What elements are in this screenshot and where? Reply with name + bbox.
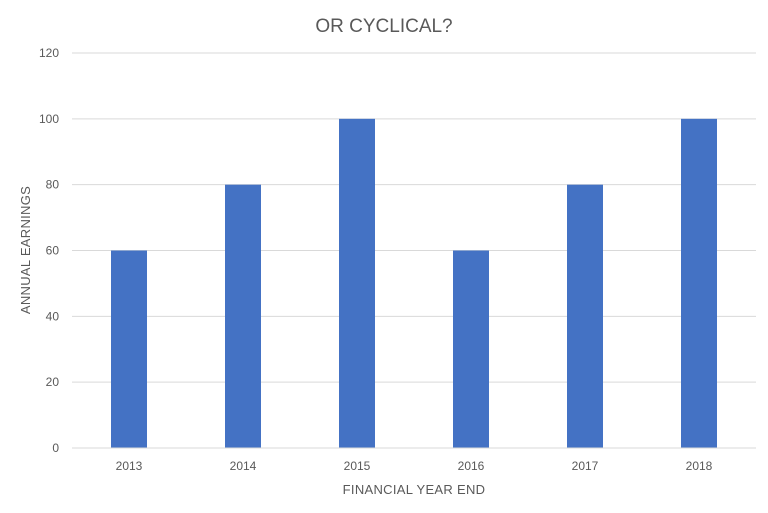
bar-2016 bbox=[453, 250, 489, 448]
y-tick-label: 100 bbox=[39, 112, 59, 126]
y-axis-label: ANNUAL EARNINGS bbox=[18, 186, 33, 314]
chart-title: OR CYCLICAL? bbox=[315, 16, 452, 37]
y-tick-label: 60 bbox=[46, 244, 60, 258]
y-axis-ticks: 0 20 40 60 80 100 120 bbox=[39, 46, 59, 455]
bar-2015 bbox=[339, 118, 375, 448]
x-tick-label: 2013 bbox=[116, 459, 143, 473]
bar-2013 bbox=[111, 250, 147, 448]
x-tick-label: 2016 bbox=[458, 459, 485, 473]
x-axis-ticks: 2013 2014 2015 2016 2017 2018 bbox=[116, 459, 713, 473]
y-tick-label: 0 bbox=[52, 441, 59, 455]
x-tick-label: 2015 bbox=[344, 459, 371, 473]
x-tick-label: 2018 bbox=[686, 459, 713, 473]
bar-2014 bbox=[225, 184, 261, 448]
gridlines bbox=[72, 52, 756, 383]
x-axis-label: FINANCIAL YEAR END bbox=[343, 482, 486, 497]
x-tick-label: 2014 bbox=[230, 459, 257, 473]
y-tick-label: 80 bbox=[46, 178, 60, 192]
y-tick-label: 120 bbox=[39, 46, 59, 60]
y-tick-label: 40 bbox=[46, 309, 60, 323]
x-tick-label: 2017 bbox=[572, 459, 599, 473]
y-tick-label: 20 bbox=[46, 375, 60, 389]
bars bbox=[111, 118, 717, 448]
bar-2017 bbox=[567, 184, 603, 448]
bar-2018 bbox=[681, 118, 717, 448]
